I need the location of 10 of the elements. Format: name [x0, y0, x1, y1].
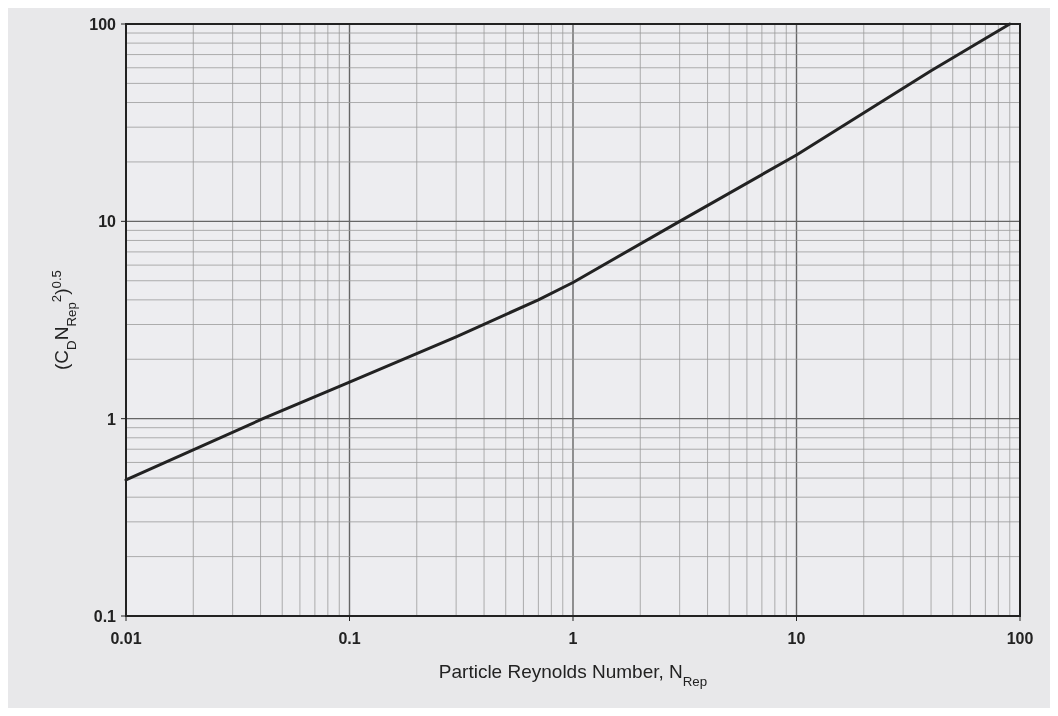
y-tick-label: 1 [107, 410, 117, 428]
x-tick-label: 0.1 [338, 630, 361, 647]
y-tick-label: 100 [89, 16, 117, 33]
y-tick-label: 10 [98, 213, 117, 231]
x-axis-title: Particle Reynolds Number, N$_{Rep}$ [438, 661, 708, 689]
x-tick-label: 10 [787, 630, 806, 647]
x-tick-label: 0.01 [110, 630, 142, 647]
y-tick-label: 0.1 [93, 608, 117, 625]
x-tick-label: 1 [568, 630, 578, 647]
x-tick-label: 100 [1006, 630, 1034, 647]
